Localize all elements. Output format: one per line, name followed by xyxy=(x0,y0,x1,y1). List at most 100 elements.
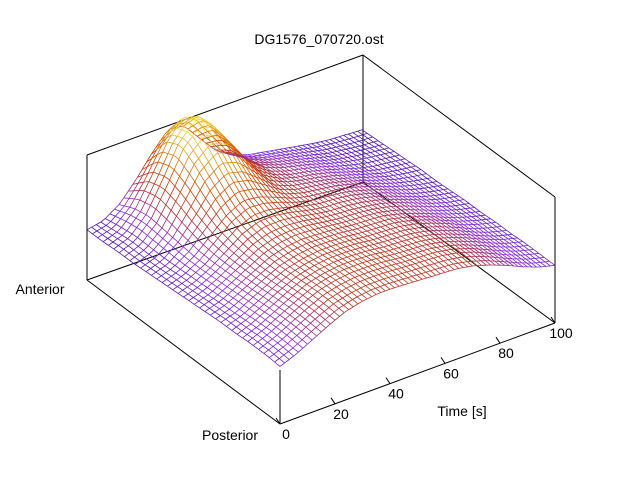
mesh-line-time xyxy=(356,155,363,160)
mesh-line-time xyxy=(363,211,370,216)
mesh-line-position xyxy=(325,240,331,243)
mesh-line-time xyxy=(129,260,136,265)
mesh-line-time xyxy=(330,282,337,288)
mesh-line-position xyxy=(161,279,167,283)
mesh-line-position xyxy=(486,222,492,224)
mesh-line-position xyxy=(298,168,304,170)
mesh-line-position xyxy=(336,290,343,295)
mesh-line-time xyxy=(191,220,198,228)
mesh-line-position xyxy=(149,257,155,262)
mesh-line-time xyxy=(361,129,368,134)
mesh-line-position xyxy=(200,271,206,277)
mesh-line-time xyxy=(359,281,366,286)
mesh-line-position xyxy=(440,198,445,200)
mesh-line-time xyxy=(261,154,268,158)
mesh-line-time xyxy=(192,122,199,126)
mesh-line-position xyxy=(105,221,111,226)
mesh-line-time xyxy=(392,170,399,175)
mesh-line-time xyxy=(175,121,182,125)
mesh-line-position xyxy=(419,260,425,263)
mesh-line-position xyxy=(140,214,147,222)
mesh-line-time xyxy=(274,184,280,190)
mesh-line-time xyxy=(286,238,293,245)
mesh-line-position xyxy=(338,304,344,309)
mesh-line-position xyxy=(362,205,368,208)
mesh-line-time xyxy=(303,302,310,308)
mesh-line-position xyxy=(415,236,421,238)
mesh-line-position xyxy=(187,136,193,143)
mesh-line-time xyxy=(219,266,226,272)
mesh-line-position xyxy=(408,223,414,226)
mesh-line-position xyxy=(307,253,313,257)
mesh-line-time xyxy=(170,275,177,281)
mesh-line-time xyxy=(199,172,206,183)
mesh-line-time xyxy=(256,164,263,170)
mesh-line-time xyxy=(469,228,475,233)
mesh-line-position xyxy=(280,151,285,153)
mesh-line-time xyxy=(258,300,265,305)
mesh-line-time xyxy=(150,268,157,273)
mesh-line-position xyxy=(272,291,278,297)
mesh-line-position xyxy=(316,145,322,148)
mesh-line-position xyxy=(298,257,304,262)
mesh-line-time xyxy=(286,177,293,182)
mesh-line-time xyxy=(423,187,430,193)
mesh-line-time xyxy=(401,235,407,241)
mesh-line-time xyxy=(346,287,353,293)
mesh-line-time xyxy=(443,266,450,272)
mesh-line-position xyxy=(335,141,341,144)
mesh-line-time xyxy=(451,253,458,259)
mesh-line-time xyxy=(242,154,249,157)
mesh-line-time xyxy=(379,252,386,257)
mesh-line-position xyxy=(379,278,385,281)
mesh-line-position xyxy=(229,252,235,259)
mesh-line-position xyxy=(165,195,171,206)
mesh-line-position xyxy=(509,242,514,244)
mesh-line-time xyxy=(438,261,445,267)
mesh-line-time xyxy=(310,241,317,247)
mesh-line-position xyxy=(362,298,368,302)
y-axis-start-label: Anterior xyxy=(15,281,64,297)
mesh-line-position xyxy=(119,205,125,212)
mesh-line-time xyxy=(281,177,288,183)
mesh-line-position xyxy=(295,322,301,328)
mesh-line-time xyxy=(317,170,324,174)
mesh-line-position xyxy=(287,249,294,254)
mesh-line-time xyxy=(297,253,304,259)
mesh-line-time xyxy=(283,167,290,171)
mesh-line-position xyxy=(218,243,224,250)
mesh-line-position xyxy=(229,261,235,267)
mesh-line-time xyxy=(229,153,236,155)
mesh-line-position xyxy=(400,261,406,264)
mesh-line-position xyxy=(246,226,252,231)
mesh-line-position xyxy=(276,330,282,336)
mesh-line-time xyxy=(416,170,422,175)
mesh-line-time xyxy=(303,220,310,226)
mesh-line-time xyxy=(122,241,129,247)
mesh-line-position xyxy=(255,220,261,224)
mesh-line-time xyxy=(428,209,435,215)
mesh-line-position xyxy=(470,211,476,213)
mesh-line-time xyxy=(339,181,345,186)
mesh-line-position xyxy=(323,175,329,178)
mesh-line-time xyxy=(158,173,165,177)
mesh-line-position xyxy=(334,136,340,139)
mesh-line-time xyxy=(340,168,347,173)
mesh-line-time xyxy=(267,172,274,178)
mesh-line-time xyxy=(202,152,209,163)
mesh-line-position xyxy=(430,269,436,272)
mesh-line-position xyxy=(371,155,376,158)
mesh-line-position xyxy=(354,212,360,215)
mesh-line-position xyxy=(292,343,298,349)
mesh-line-time xyxy=(177,136,183,139)
mesh-line-time xyxy=(386,186,393,191)
mesh-line-position xyxy=(293,216,299,218)
mesh-line-position xyxy=(304,200,310,202)
mesh-line-time xyxy=(329,139,336,144)
mesh-line-time xyxy=(380,159,387,164)
mesh-line-position xyxy=(392,237,397,240)
mesh-line-time xyxy=(294,197,301,203)
mesh-line-position xyxy=(216,140,222,146)
mesh-line-position xyxy=(381,230,387,233)
mesh-line-position xyxy=(343,309,350,313)
